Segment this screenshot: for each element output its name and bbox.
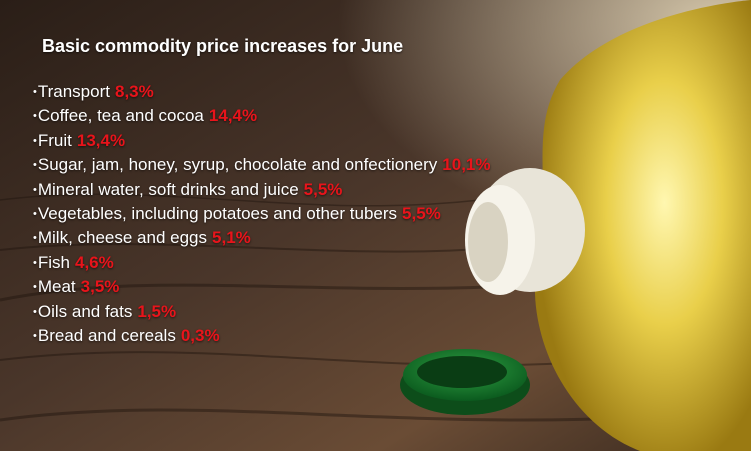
item-label: Fish <box>37 252 70 272</box>
item-label: Bread and cereals <box>37 326 176 346</box>
item-label: Fruit <box>37 130 72 150</box>
item-label: Oils and fats <box>37 301 133 321</box>
item-value: 3,5% <box>80 277 120 297</box>
item-label: Coffee, tea and cocoa <box>37 106 204 126</box>
item-label: Sugar, jam, honey, syrup, chocolate and … <box>37 155 438 175</box>
title: Basic commodity price increases for June <box>42 36 404 56</box>
item-label: Mineral water, soft drinks and juice <box>37 179 299 199</box>
item-label: Meat <box>37 277 76 297</box>
item-label: Milk, cheese and eggs <box>37 228 208 248</box>
item-value: 0,3% <box>180 326 220 346</box>
item-value: 4,6% <box>74 252 114 272</box>
item-value: 5,5% <box>402 204 441 224</box>
item-value: 5,1% <box>212 228 251 248</box>
list-item: Sugar, jam, honey, syrup, chocolate and … <box>33 153 491 177</box>
item-value: 5,5% <box>303 179 343 199</box>
item-value: 13,4% <box>76 130 126 150</box>
item-value: 10,1% <box>442 155 491 175</box>
item-value: 8,3% <box>114 82 154 101</box>
item-label: Transport <box>37 82 110 101</box>
item-value: 14,4% <box>208 106 258 126</box>
item-value: 1,5% <box>137 301 177 321</box>
item-label: Vegetables, including potatoes and other… <box>37 204 398 224</box>
list-item: Vegetables, including potatoes and other… <box>33 202 491 226</box>
